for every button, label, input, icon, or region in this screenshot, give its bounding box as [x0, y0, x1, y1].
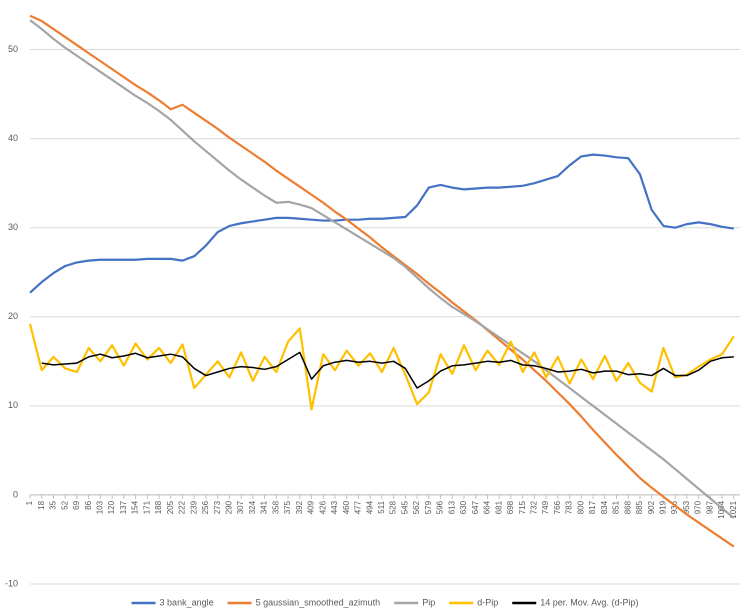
x-tick-label: 630: [459, 500, 468, 514]
x-tick-label: 273: [213, 500, 222, 514]
x-tick-label: 987: [705, 500, 714, 514]
x-tick-label: 1021: [729, 500, 738, 518]
series-line: [41, 351, 734, 389]
x-tick-label: 1004: [717, 500, 726, 518]
x-tick-label: 290: [225, 500, 234, 514]
x-tick-label: 460: [342, 500, 351, 514]
x-tick-label: 256: [201, 500, 210, 514]
x-tick-label: 953: [682, 500, 691, 514]
x-tick-label: 919: [659, 500, 668, 514]
legend-label: Pip: [422, 597, 435, 607]
x-tick-label: 307: [236, 500, 245, 514]
series-line: [29, 153, 734, 294]
x-tick-label: 409: [307, 500, 316, 514]
y-tick-label: 0: [13, 489, 18, 499]
series-line: [28, 323, 735, 411]
x-tick-label: 851: [612, 500, 621, 514]
x-tick-label: 545: [400, 500, 409, 514]
x-tick-label: 86: [84, 500, 93, 509]
series-line: [29, 19, 735, 519]
x-tick-label: 239: [189, 500, 198, 514]
x-tick-label: 681: [494, 500, 503, 514]
x-tick-label: 528: [389, 500, 398, 514]
x-tick-label: 664: [483, 500, 492, 514]
x-tick-label: 443: [330, 500, 339, 514]
x-tick-label: 800: [576, 500, 585, 514]
x-tick-label: 171: [142, 500, 151, 514]
x-tick-label: 494: [365, 500, 374, 514]
x-tick-label: 732: [529, 500, 538, 514]
y-tick-label: -10: [5, 578, 18, 588]
x-tick-label: 426: [318, 500, 327, 514]
x-tick-label: 766: [553, 500, 562, 514]
x-tick-label: 1: [25, 500, 34, 505]
x-tick-label: 52: [60, 500, 69, 509]
series-line: [29, 14, 735, 548]
x-tick-label: 562: [412, 500, 421, 514]
x-tick-label: 698: [506, 500, 515, 514]
x-tick-label: 205: [166, 500, 175, 514]
x-tick-label: 18: [37, 500, 46, 509]
x-tick-label: 103: [95, 500, 104, 514]
x-tick-label: 783: [565, 500, 574, 514]
x-tick-label: 868: [623, 500, 632, 514]
x-tick-label: 885: [635, 500, 644, 514]
x-tick-label: 120: [107, 500, 116, 514]
x-tick-label: 222: [178, 500, 187, 514]
x-tick-label: 715: [518, 500, 527, 514]
x-tick-label: 341: [260, 500, 269, 514]
y-tick-label: 50: [8, 44, 18, 54]
x-tick-label: 137: [119, 500, 128, 514]
x-tick-label: 834: [600, 500, 609, 514]
x-tick-label: 324: [248, 500, 257, 514]
x-tick-label: 579: [424, 500, 433, 514]
y-tick-label: 30: [8, 222, 18, 232]
legend: 3 bank_angle 5 gaussian_smoothed_azimuth P…: [131, 597, 638, 607]
x-tick-label: 902: [647, 500, 656, 514]
x-tick-label: 69: [72, 500, 81, 509]
legend-label: d-Pip: [477, 597, 498, 607]
x-tick-label: 154: [131, 500, 140, 514]
x-tick-label: 392: [295, 500, 304, 514]
x-tick-label: 375: [283, 500, 292, 514]
x-tick-label: 817: [588, 500, 597, 514]
x-tick-label: 749: [541, 500, 550, 514]
x-tick-label: 970: [694, 500, 703, 514]
x-tick-label: 188: [154, 500, 163, 514]
legend-label: 5 gaussian_smoothed_azimuth: [256, 597, 381, 607]
y-tick-label: 10: [8, 400, 18, 410]
legend-label: 3 bank_angle: [160, 597, 214, 607]
x-tick-label: 596: [436, 500, 445, 514]
y-tick-label: 20: [8, 311, 18, 321]
y-tick-label: 40: [8, 133, 18, 143]
x-tick-label: 511: [377, 500, 386, 513]
x-tick-label: 35: [49, 500, 58, 509]
x-tick-label: 477: [354, 500, 363, 514]
legend-label: 14 per. Mov. Avg. (d-Pip): [540, 597, 638, 607]
x-tick-label: 647: [471, 500, 480, 514]
x-tick-label: 358: [271, 500, 280, 514]
x-tick-label: 936: [670, 500, 679, 514]
x-tick-label: 613: [447, 500, 456, 514]
